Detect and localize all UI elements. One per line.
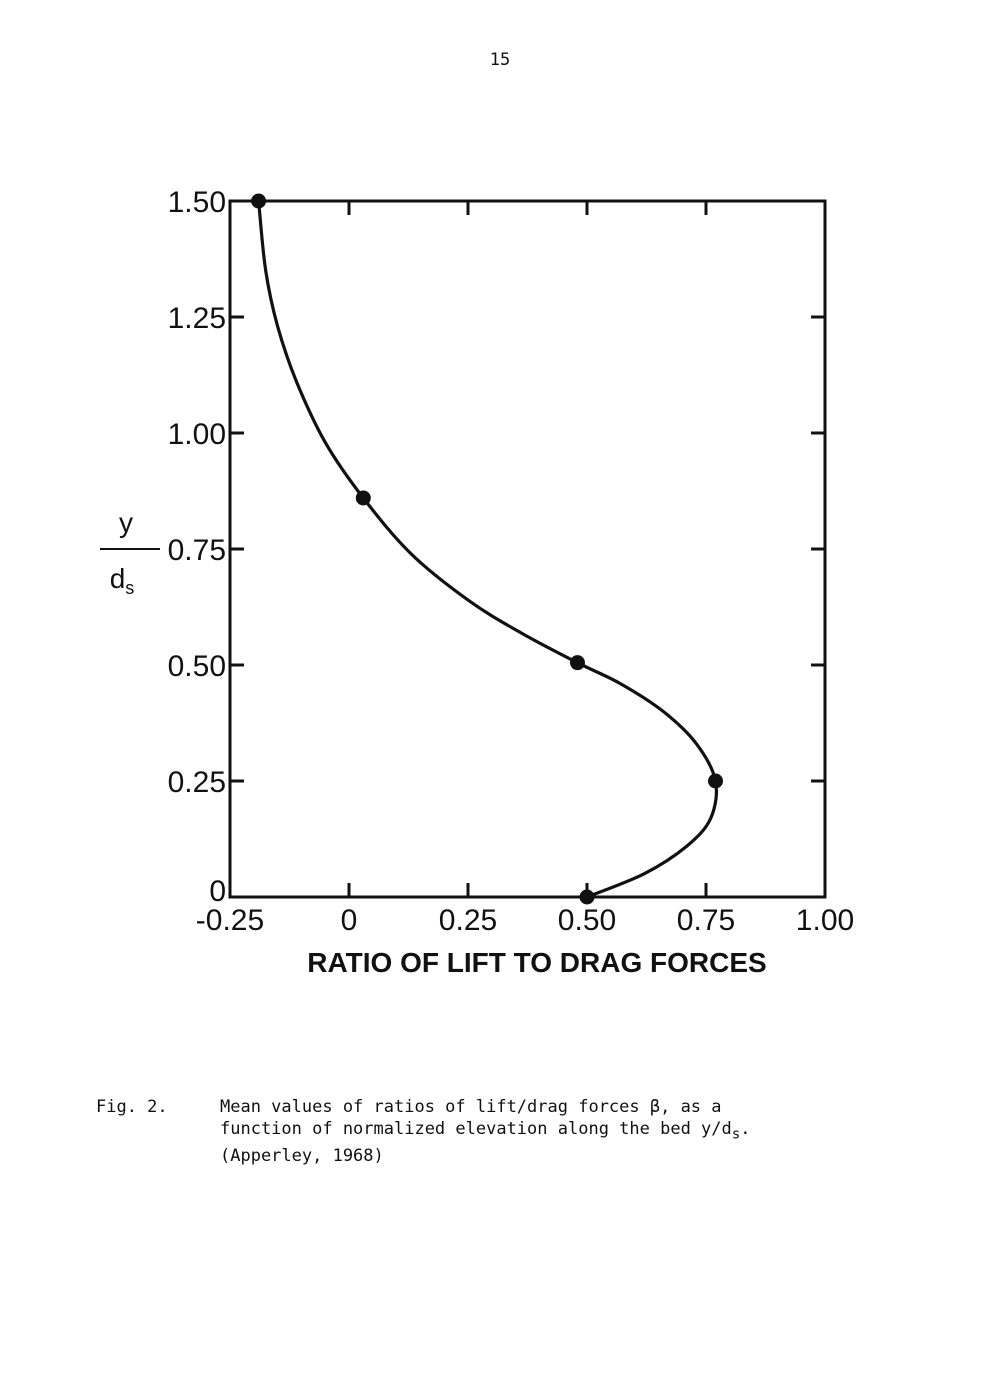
caption-line-1: Mean values of ratios of lift/drag force… [220, 1097, 722, 1117]
svg-text:ds: ds [110, 563, 135, 598]
x-tick-label: 0.50 [558, 904, 616, 937]
y-tick-label: 0 [209, 875, 226, 908]
x-tick-label: 0 [341, 904, 358, 937]
data-point [355, 490, 371, 506]
y-axis-denominator: d [110, 563, 126, 594]
x-tick-label: 0.25 [439, 904, 497, 937]
x-axis-title: RATIO OF LIFT TO DRAG FORCES [307, 947, 766, 978]
plot-frame [228, 199, 827, 899]
page-number: 15 [489, 50, 511, 70]
y-axis-subscript: s [125, 578, 134, 598]
x-tick-labels: -0.25 0 0.25 0.50 0.75 1.00 [196, 904, 854, 937]
caption-line-2-text: function of normalized elevation along t… [220, 1119, 732, 1139]
data-points [251, 193, 724, 905]
x-tick-label: 1.00 [796, 904, 854, 937]
caption-line-2-end: . [740, 1119, 751, 1139]
data-point [569, 655, 585, 671]
series-curve [257, 200, 719, 899]
caption-line-2: function of normalized elevation along t… [220, 1118, 960, 1145]
caption-line-3: (Apperley, 1968) [220, 1146, 384, 1167]
data-point [251, 193, 267, 209]
y-tick-label: 1.25 [168, 302, 226, 335]
y-tick-label: 0.25 [168, 766, 226, 799]
lift-drag-chart: -0.25 0 0.25 0.50 0.75 1.00 00.250.500.751.00… [100, 186, 854, 978]
x-tick-label: 0.75 [677, 904, 735, 937]
x-tick-label: -0.25 [196, 904, 264, 937]
y-tick-label: 0.50 [168, 650, 226, 683]
y-tick-label: 0.75 [168, 534, 226, 567]
y-axis-title: y ds [100, 507, 160, 598]
y-tick-label: 1.50 [168, 186, 226, 219]
data-point [579, 889, 595, 905]
caption-line-2-subscript: s [731, 1126, 741, 1143]
data-point [708, 773, 724, 789]
caption-label: Fig. 2. [96, 1097, 168, 1117]
y-tick-labels: 0 0.25 0.50 0.75 1.00 1.25 1.50 [168, 186, 226, 908]
y-axis-numerator: y [119, 507, 133, 538]
y-tick-label: 1.00 [168, 418, 226, 451]
caption-text: Mean values of ratios of lift/drag force… [220, 1096, 960, 1167]
tick-marks [230, 201, 825, 897]
